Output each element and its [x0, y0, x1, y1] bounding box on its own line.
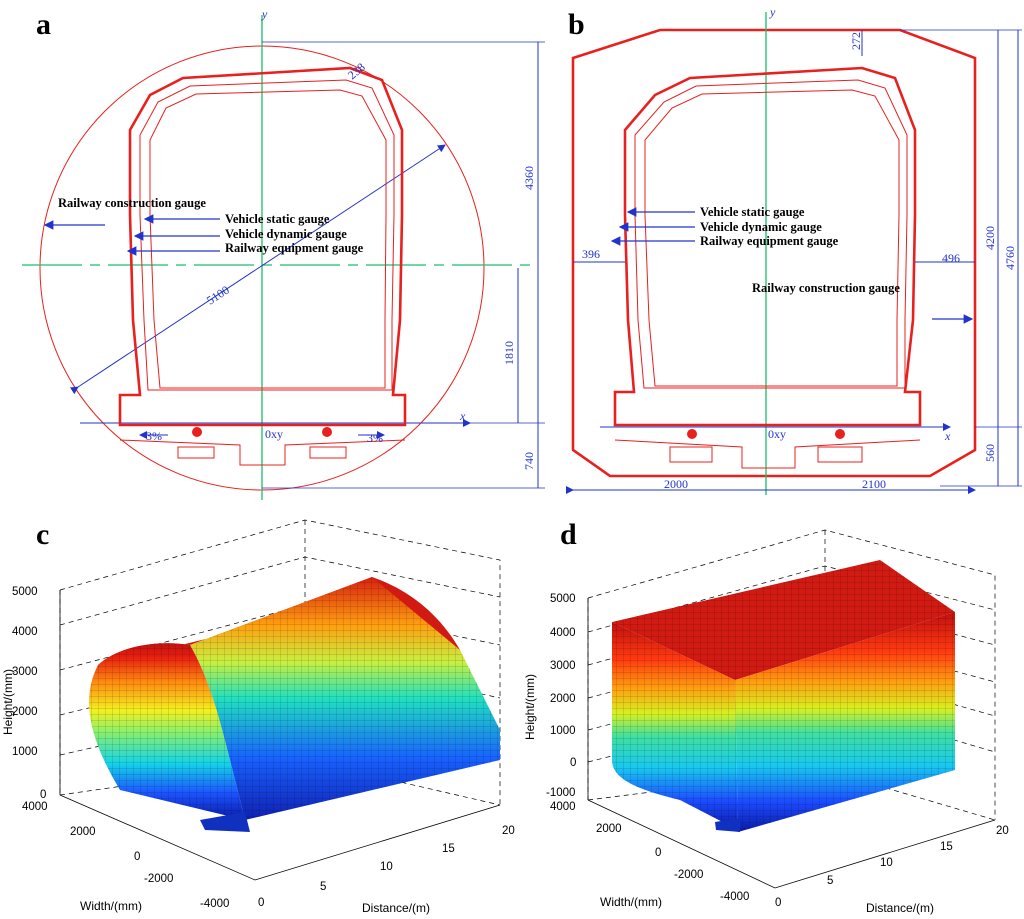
- x-tick-10-c: 10: [380, 861, 393, 873]
- y-tick-4000-c: 4000: [22, 801, 48, 813]
- x-tick-15-d: 15: [940, 841, 953, 853]
- y-tick-2000-c: 2000: [70, 826, 96, 838]
- dim-4360: 4360: [522, 166, 536, 190]
- x-tick-5-d: 5: [827, 875, 833, 887]
- panel-d-letter: d: [560, 518, 577, 551]
- dim-560: 560: [983, 444, 997, 462]
- origin-label-b: 0xy: [768, 427, 786, 441]
- x-tick-0-d: 0: [775, 897, 781, 909]
- slope-right-a: 3%: [367, 431, 383, 445]
- equipment-gauge-label-b: Railway equipment gauge: [700, 234, 839, 248]
- y-tick-m2000-c: -2000: [144, 873, 173, 885]
- y-tick-m4000-d: -4000: [720, 891, 749, 903]
- y-tick-0-d: 0: [655, 847, 661, 859]
- equipment-gauge-label-a: Railway equipment gauge: [225, 241, 364, 255]
- static-gauge-a: [139, 79, 395, 391]
- construction-gauge-label-a: Railway construction gauge: [58, 196, 206, 210]
- dim-4200: 4200: [983, 226, 997, 250]
- static-gauge-label-a: Vehicle static gauge: [225, 212, 330, 226]
- dim-2000: 2000: [664, 477, 688, 491]
- x-tick-20-c: 20: [502, 825, 515, 837]
- x-tick-5-c: 5: [320, 881, 326, 893]
- construction-gauge-a: [118, 66, 407, 427]
- z-tick-5000-d: 5000: [550, 593, 576, 605]
- z-tick-m1000-d: -1000: [546, 787, 575, 799]
- dim-2100: 2100: [862, 477, 886, 491]
- dynamic-gauge-b: [644, 89, 900, 387]
- z-tick-5000-c: 5000: [12, 586, 38, 598]
- y-axis-label-c: Width/(mm): [80, 899, 142, 913]
- z-tick-1000-c: 1000: [12, 746, 38, 758]
- z-tick-3000-c: 3000: [12, 666, 38, 678]
- y-tick-4000-d: 4000: [550, 801, 576, 813]
- dim-740: 740: [522, 452, 536, 470]
- y-tick-2000-d: 2000: [596, 823, 622, 835]
- z-tick-0-d: 0: [570, 757, 576, 769]
- panel-a-letter: a: [36, 8, 51, 41]
- z-tick-4000-c: 4000: [12, 626, 38, 638]
- static-gauge-b: [634, 79, 908, 389]
- slope-left-a: 3%: [146, 429, 162, 443]
- axis-y-label-a: y: [261, 7, 268, 21]
- y-axis-label-d: Width/(mm): [600, 895, 662, 909]
- dim-272: 272: [849, 32, 863, 50]
- x-tick-0-c: 0: [258, 897, 264, 909]
- construction-gauge-label-b: Railway construction gauge: [752, 281, 900, 295]
- dynamic-gauge-a: [149, 89, 387, 389]
- x-tick-20-d: 20: [996, 825, 1009, 837]
- dynamic-gauge-label-b: Vehicle dynamic gauge: [700, 220, 822, 234]
- tunnel-outline-b: [571, 28, 977, 478]
- origin-label-a: 0xy: [265, 427, 283, 441]
- dim-496: 496: [942, 251, 960, 265]
- y-tick-m2000-d: -2000: [674, 869, 703, 881]
- z-tick-2000-c: 2000: [12, 706, 38, 718]
- x-axis-label-c: Distance/(m): [362, 901, 430, 915]
- z-axis-label-d: Height/(mm): [523, 674, 537, 740]
- radius-line: [69, 144, 446, 395]
- axis-y-label-b: y: [769, 5, 776, 19]
- y-tick-m4000-c: -4000: [200, 898, 229, 910]
- y-tick-0-c: 0: [134, 851, 140, 863]
- z-axis-label-c: Height/(mm): [1, 669, 15, 735]
- x-tick-10-d: 10: [880, 857, 893, 869]
- construction-gauge-b: [613, 66, 922, 427]
- z-tick-2000-d: 2000: [550, 693, 576, 705]
- dim-4760: 4760: [1003, 246, 1017, 270]
- panel-c-letter: c: [36, 518, 50, 551]
- z-tick-4000-d: 4000: [550, 627, 576, 639]
- dynamic-gauge-label-a: Vehicle dynamic gauge: [225, 227, 347, 241]
- axis-x-label-a: x: [459, 409, 466, 423]
- x-axis-label-d: Distance/(m): [866, 901, 934, 915]
- z-tick-3000-d: 3000: [550, 660, 576, 672]
- dim-1810: 1810: [502, 341, 516, 365]
- static-gauge-label-b: Vehicle static gauge: [700, 205, 805, 219]
- dim-396: 396: [582, 247, 600, 261]
- axis-x-label-b: x: [944, 429, 951, 443]
- x-tick-15-c: 15: [442, 843, 455, 855]
- z-tick-0-c: 0: [40, 789, 46, 801]
- panel-b-letter: b: [568, 8, 585, 41]
- z-tick-1000-d: 1000: [550, 725, 576, 737]
